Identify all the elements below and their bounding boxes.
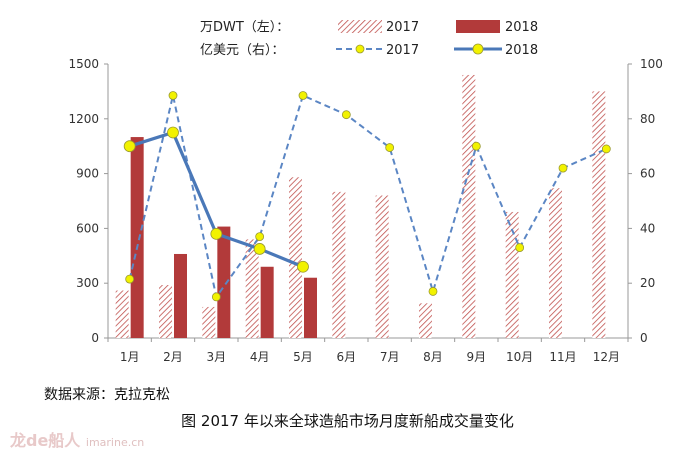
series-2017-point: [125, 274, 135, 284]
watermark-text: 龙de船人: [10, 431, 81, 450]
x-tick-label: 6月: [337, 350, 357, 364]
series-2018-point: [210, 227, 223, 240]
bar-2018: [217, 226, 231, 338]
legend-line2018-label: 2018: [505, 43, 538, 58]
x-tick-label: 1月: [120, 350, 140, 364]
watermark: 龙de船人 imarine.cn: [10, 427, 144, 451]
bar-2017: [159, 285, 172, 338]
series-2017-line: [128, 94, 607, 300]
series-2017-point: [558, 163, 568, 173]
left-tick-label: 1200: [68, 112, 99, 126]
series-2017-point: [211, 292, 221, 302]
series-2017-point: [428, 287, 438, 296]
bar-2017: [289, 177, 302, 338]
legend-line2017-marker: [355, 44, 365, 54]
x-tick-label: 7月: [380, 350, 400, 364]
bar-2017: [332, 191, 346, 338]
right-tick-label: 80: [640, 112, 655, 126]
left-tick-label: 0: [91, 331, 99, 345]
legend-bar2017-swatch: [338, 20, 382, 33]
legend-line2017-label: 2017: [386, 43, 419, 58]
bar-2017: [115, 290, 129, 338]
bar-2017: [375, 195, 389, 338]
bar-2017: [202, 306, 216, 338]
x-tick-label: 11月: [549, 350, 576, 364]
series-2018-line: [129, 130, 304, 269]
x-tick-label: 3月: [207, 350, 227, 364]
source-note: 数据来源：克拉克松: [44, 387, 170, 403]
series-2018-point: [297, 260, 309, 273]
x-tick-label: 4月: [250, 350, 270, 364]
series-2017-point: [255, 232, 265, 242]
x-tick-label: 12月: [593, 350, 620, 364]
series-2017-point: [471, 141, 481, 151]
bar-2018: [260, 266, 274, 338]
x-tick-label: 2月: [163, 350, 183, 364]
right-tick-label: 100: [640, 57, 663, 71]
bar-2017: [419, 303, 432, 338]
bar-2017: [462, 74, 476, 339]
series-2017-point: [385, 143, 395, 152]
left-tick-label: 600: [76, 221, 99, 235]
legend-bar2018-swatch: [456, 20, 500, 33]
legend-bar-axis-label: 万DWT（左）：: [200, 20, 289, 35]
right-tick-label: 0: [640, 331, 648, 345]
right-tick-label: 60: [640, 167, 655, 181]
series-2018-point: [123, 140, 136, 153]
series-2018-point: [167, 126, 179, 139]
x-tick-label: 10月: [506, 350, 533, 364]
legend-bar2018-label: 2018: [505, 20, 538, 35]
bar-2017: [592, 91, 606, 339]
bar-2017: [245, 239, 259, 338]
bar-2018: [304, 277, 317, 338]
bar-2017: [549, 188, 562, 338]
series-2017-point: [298, 91, 308, 100]
legend-bar2017-label: 2017: [386, 20, 419, 35]
left-tick-label: 300: [76, 276, 99, 290]
figure-caption: 图 2017 年以来全球造船市场月度新船成交量变化: [181, 412, 514, 430]
series-2017-point: [168, 91, 178, 100]
bar-2017: [505, 211, 519, 338]
x-tick-label: 5月: [293, 350, 313, 364]
series-2017-point: [515, 243, 525, 252]
series-2018-point: [253, 243, 266, 255]
legend-line-axis-label: 亿美元（右）：: [200, 43, 285, 58]
right-tick-label: 40: [640, 221, 655, 235]
legend-line2018-marker: [472, 43, 484, 55]
watermark-sub: imarine.cn: [85, 436, 145, 449]
x-tick-label: 8月: [423, 350, 443, 364]
bar-2018: [174, 253, 187, 338]
left-tick-label: 1500: [68, 57, 99, 71]
left-tick-label: 900: [76, 167, 99, 181]
series-2017-point: [341, 110, 351, 120]
right-tick-label: 20: [640, 276, 655, 290]
series-2017-point: [601, 144, 611, 154]
x-tick-label: 9月: [467, 350, 487, 364]
bar-2018: [130, 137, 144, 338]
